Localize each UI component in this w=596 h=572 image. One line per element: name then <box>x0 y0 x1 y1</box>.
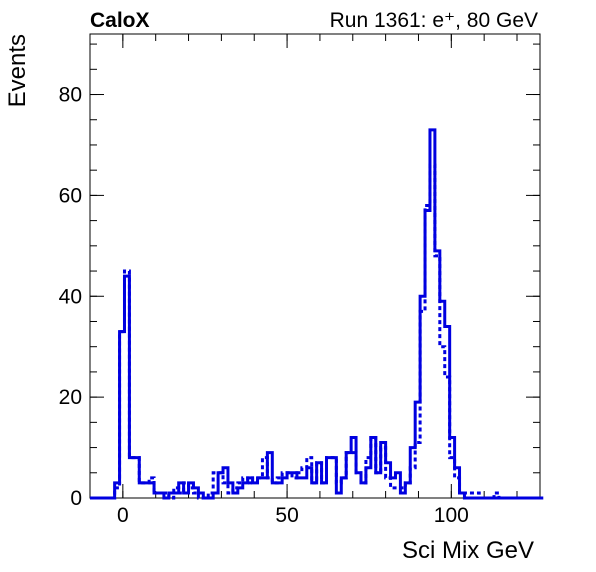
y-axis-label: Events <box>4 34 31 107</box>
y-tick-label: 60 <box>59 184 82 207</box>
histogram-series-dotted <box>90 163 544 500</box>
x-tick-label: 50 <box>275 504 298 527</box>
plot-area: 0 50 100 0 20 40 60 80 <box>59 33 544 527</box>
y-tick-label: 80 <box>59 84 82 107</box>
x-axis-label: Sci Mix GeV <box>402 537 534 564</box>
x-tick-label: 100 <box>434 504 469 527</box>
plot-frame <box>89 33 541 499</box>
x-tick-label: 0 <box>117 504 129 527</box>
y-tick-label: 0 <box>70 487 82 510</box>
chart-title-right: Run 1361: e⁺, 80 GeV <box>330 9 538 32</box>
histogram-series-solid <box>90 128 544 500</box>
y-tick-label: 40 <box>59 285 82 308</box>
y-tick-label: 20 <box>59 386 82 409</box>
chart-title-left: CaloX <box>90 9 150 32</box>
